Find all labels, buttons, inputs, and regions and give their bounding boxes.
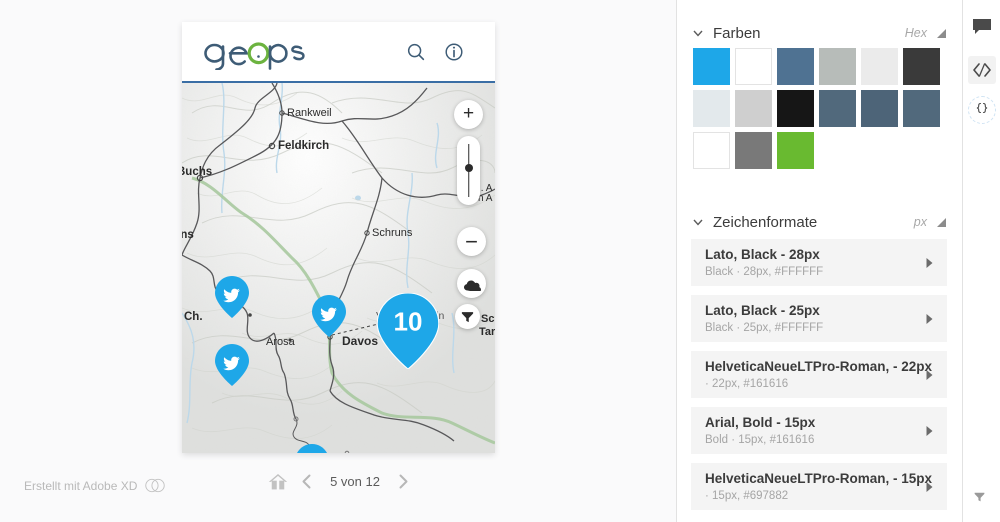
svg-text:Arosa: Arosa xyxy=(266,336,296,348)
svg-text:Buchs: Buchs xyxy=(182,166,212,178)
svg-text:Schruns: Schruns xyxy=(372,227,413,239)
svg-text:Davos: Davos xyxy=(342,334,378,348)
svg-text:n A: n A xyxy=(478,193,493,204)
svg-text:ans: ans xyxy=(182,229,194,241)
svg-text:Scu: Scu xyxy=(481,313,495,325)
svg-text:Ch.: Ch. xyxy=(184,311,203,323)
svg-text:Tar: Tar xyxy=(479,326,495,338)
svg-text:Feldkirch: Feldkirch xyxy=(278,140,329,152)
svg-text:Rankweil: Rankweil xyxy=(287,107,332,119)
